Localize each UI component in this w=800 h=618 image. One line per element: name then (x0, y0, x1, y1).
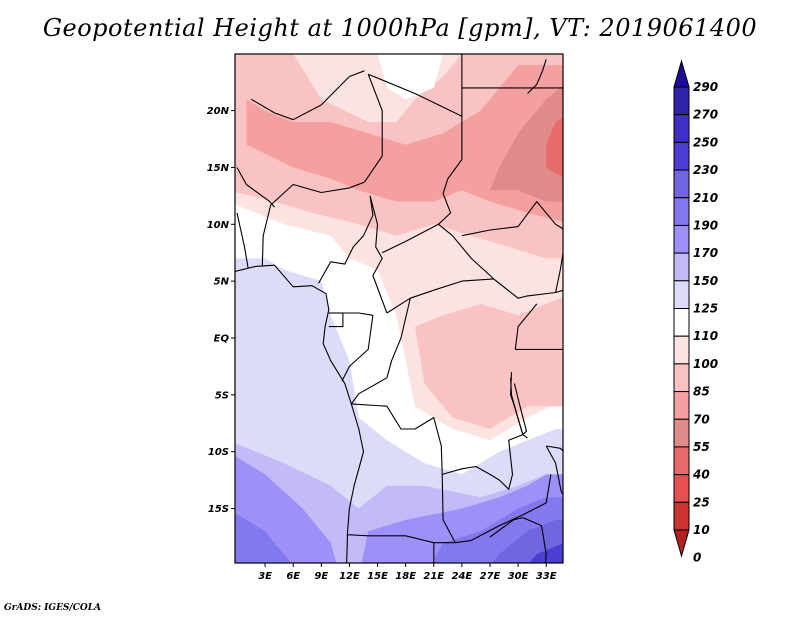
x-tick-label: 15E (367, 571, 388, 582)
colorbar-label: 230 (693, 163, 718, 177)
x-tick-label: 6E (286, 571, 300, 582)
x-tick-label: 12E (339, 571, 360, 582)
y-tick-label: 10S (208, 447, 229, 458)
border-gabon (328, 312, 374, 382)
y-tick-label: 15N (207, 163, 230, 174)
y-tick-label: 15S (208, 504, 229, 515)
lake-tanganyika (510, 377, 528, 436)
border-nigeria-cameroon (318, 195, 374, 284)
x-tick-label: 24E (452, 571, 473, 582)
grads-credit: GrADS: IGES/COLA (4, 603, 102, 613)
x-tick-label: 9E (314, 571, 328, 582)
country-borders (235, 54, 563, 563)
band-55 (490, 85, 563, 202)
colorbar-label: 170 (693, 246, 718, 260)
border-zambia-mozambique (471, 474, 552, 541)
colorbar-swatch (673, 252, 690, 282)
contour-fields (235, 54, 563, 563)
x-tick-label: 21E (423, 571, 444, 582)
border-congo-drc (350, 298, 411, 405)
colorbar-swatch (673, 114, 690, 143)
border-togo (236, 212, 249, 269)
colorbar-swatch (673, 335, 690, 365)
border-niger-algeria (250, 70, 365, 121)
colorbar-swatch (673, 280, 690, 309)
border-malawi (545, 445, 563, 496)
colorbar-label: 40 (692, 468, 710, 482)
colorbar-label: 270 (693, 108, 718, 122)
y-tick-label: 10N (207, 220, 230, 231)
band-40 (546, 117, 563, 178)
x-tick-label: 18E (395, 571, 416, 582)
border-drc-angola (351, 403, 524, 490)
border-angola-namibia (346, 534, 472, 544)
colorbar-label: 150 (693, 274, 718, 288)
colorbar-label: 10 (693, 523, 710, 537)
border-zambia-zim (489, 517, 523, 538)
colorbar-label: 290 (693, 80, 718, 94)
chart-title: Geopotential Height at 1000hPa [gpm], VT… (42, 14, 758, 42)
band-110-sahara (377, 54, 444, 100)
map-frame (234, 53, 564, 564)
border-car-south (386, 278, 494, 314)
border-tz-east (546, 445, 563, 452)
colorbar-swatch (673, 446, 690, 476)
colorbar-label: 25 (693, 495, 710, 509)
colorbar-swatch (673, 197, 690, 226)
colorbar-label: 100 (693, 357, 718, 371)
colorbar-label: 250 (693, 135, 718, 149)
border-car-north (381, 223, 495, 280)
x-tick-label: 33E (536, 571, 557, 582)
colorbar-label: 210 (693, 191, 718, 205)
colorbar-swatch (673, 224, 690, 254)
border-cameroon-car (369, 195, 388, 314)
colorbar-extend-top (673, 59, 690, 88)
colorbar-label: 125 (693, 302, 718, 316)
band-190 (235, 512, 292, 563)
colorbar: 2902702502302101901701501251101008570554… (673, 59, 718, 565)
border-libya-chad (367, 73, 463, 117)
colorbar-label: 0 (693, 551, 701, 565)
border-chad-niger (363, 74, 383, 183)
colorbar-label: 110 (693, 329, 718, 343)
border-ethiopia (555, 250, 563, 293)
x-tick-label: 30E (508, 571, 529, 582)
band-85-central (415, 297, 563, 429)
colorbar-label: 55 (693, 440, 710, 454)
x-axis: 3E 6E 9E 12E 15E 18E 21E 24E 27E 30E 33E (258, 563, 557, 582)
y-tick-label: 5S (215, 390, 229, 401)
colorbar-swatch (673, 169, 690, 199)
colorbar-label: 190 (693, 218, 718, 232)
colorbar-label: 70 (693, 412, 710, 426)
colorbar-swatch (673, 141, 690, 171)
x-tick-label: 3E (258, 571, 272, 582)
y-tick-label: 20N (207, 106, 230, 117)
border-benin (261, 204, 272, 267)
border-chad-sudan (438, 116, 463, 225)
border-south-sudan (461, 201, 563, 237)
band-70 (246, 65, 563, 222)
colorbar-swatch (673, 501, 690, 531)
border-angola-zambia (441, 474, 456, 543)
coastline-west-africa (235, 264, 365, 563)
colorbar-swatch (673, 391, 690, 420)
colorbar-extend-bottom (673, 529, 690, 558)
colorbar-swatch (673, 418, 690, 448)
border-south-sudan-uganda (493, 278, 563, 299)
colorbar-swatch (673, 308, 690, 337)
y-axis: 20N 15N 10N 5N EQ 5S 10S 15S (207, 106, 235, 515)
lake-nasser (527, 59, 547, 94)
y-tick-label: 5N (214, 277, 230, 288)
border-mozambique (522, 517, 547, 563)
colorbar-swatch (673, 86, 690, 116)
colorbar-swatch (673, 474, 690, 503)
colorbar-swatch (673, 363, 690, 393)
y-tick-label: EQ (214, 334, 230, 345)
x-tick-label: 27E (480, 571, 501, 582)
border-niger-nigeria (270, 181, 365, 206)
lake-edge-east (514, 303, 538, 350)
colorbar-label: 85 (693, 385, 710, 399)
